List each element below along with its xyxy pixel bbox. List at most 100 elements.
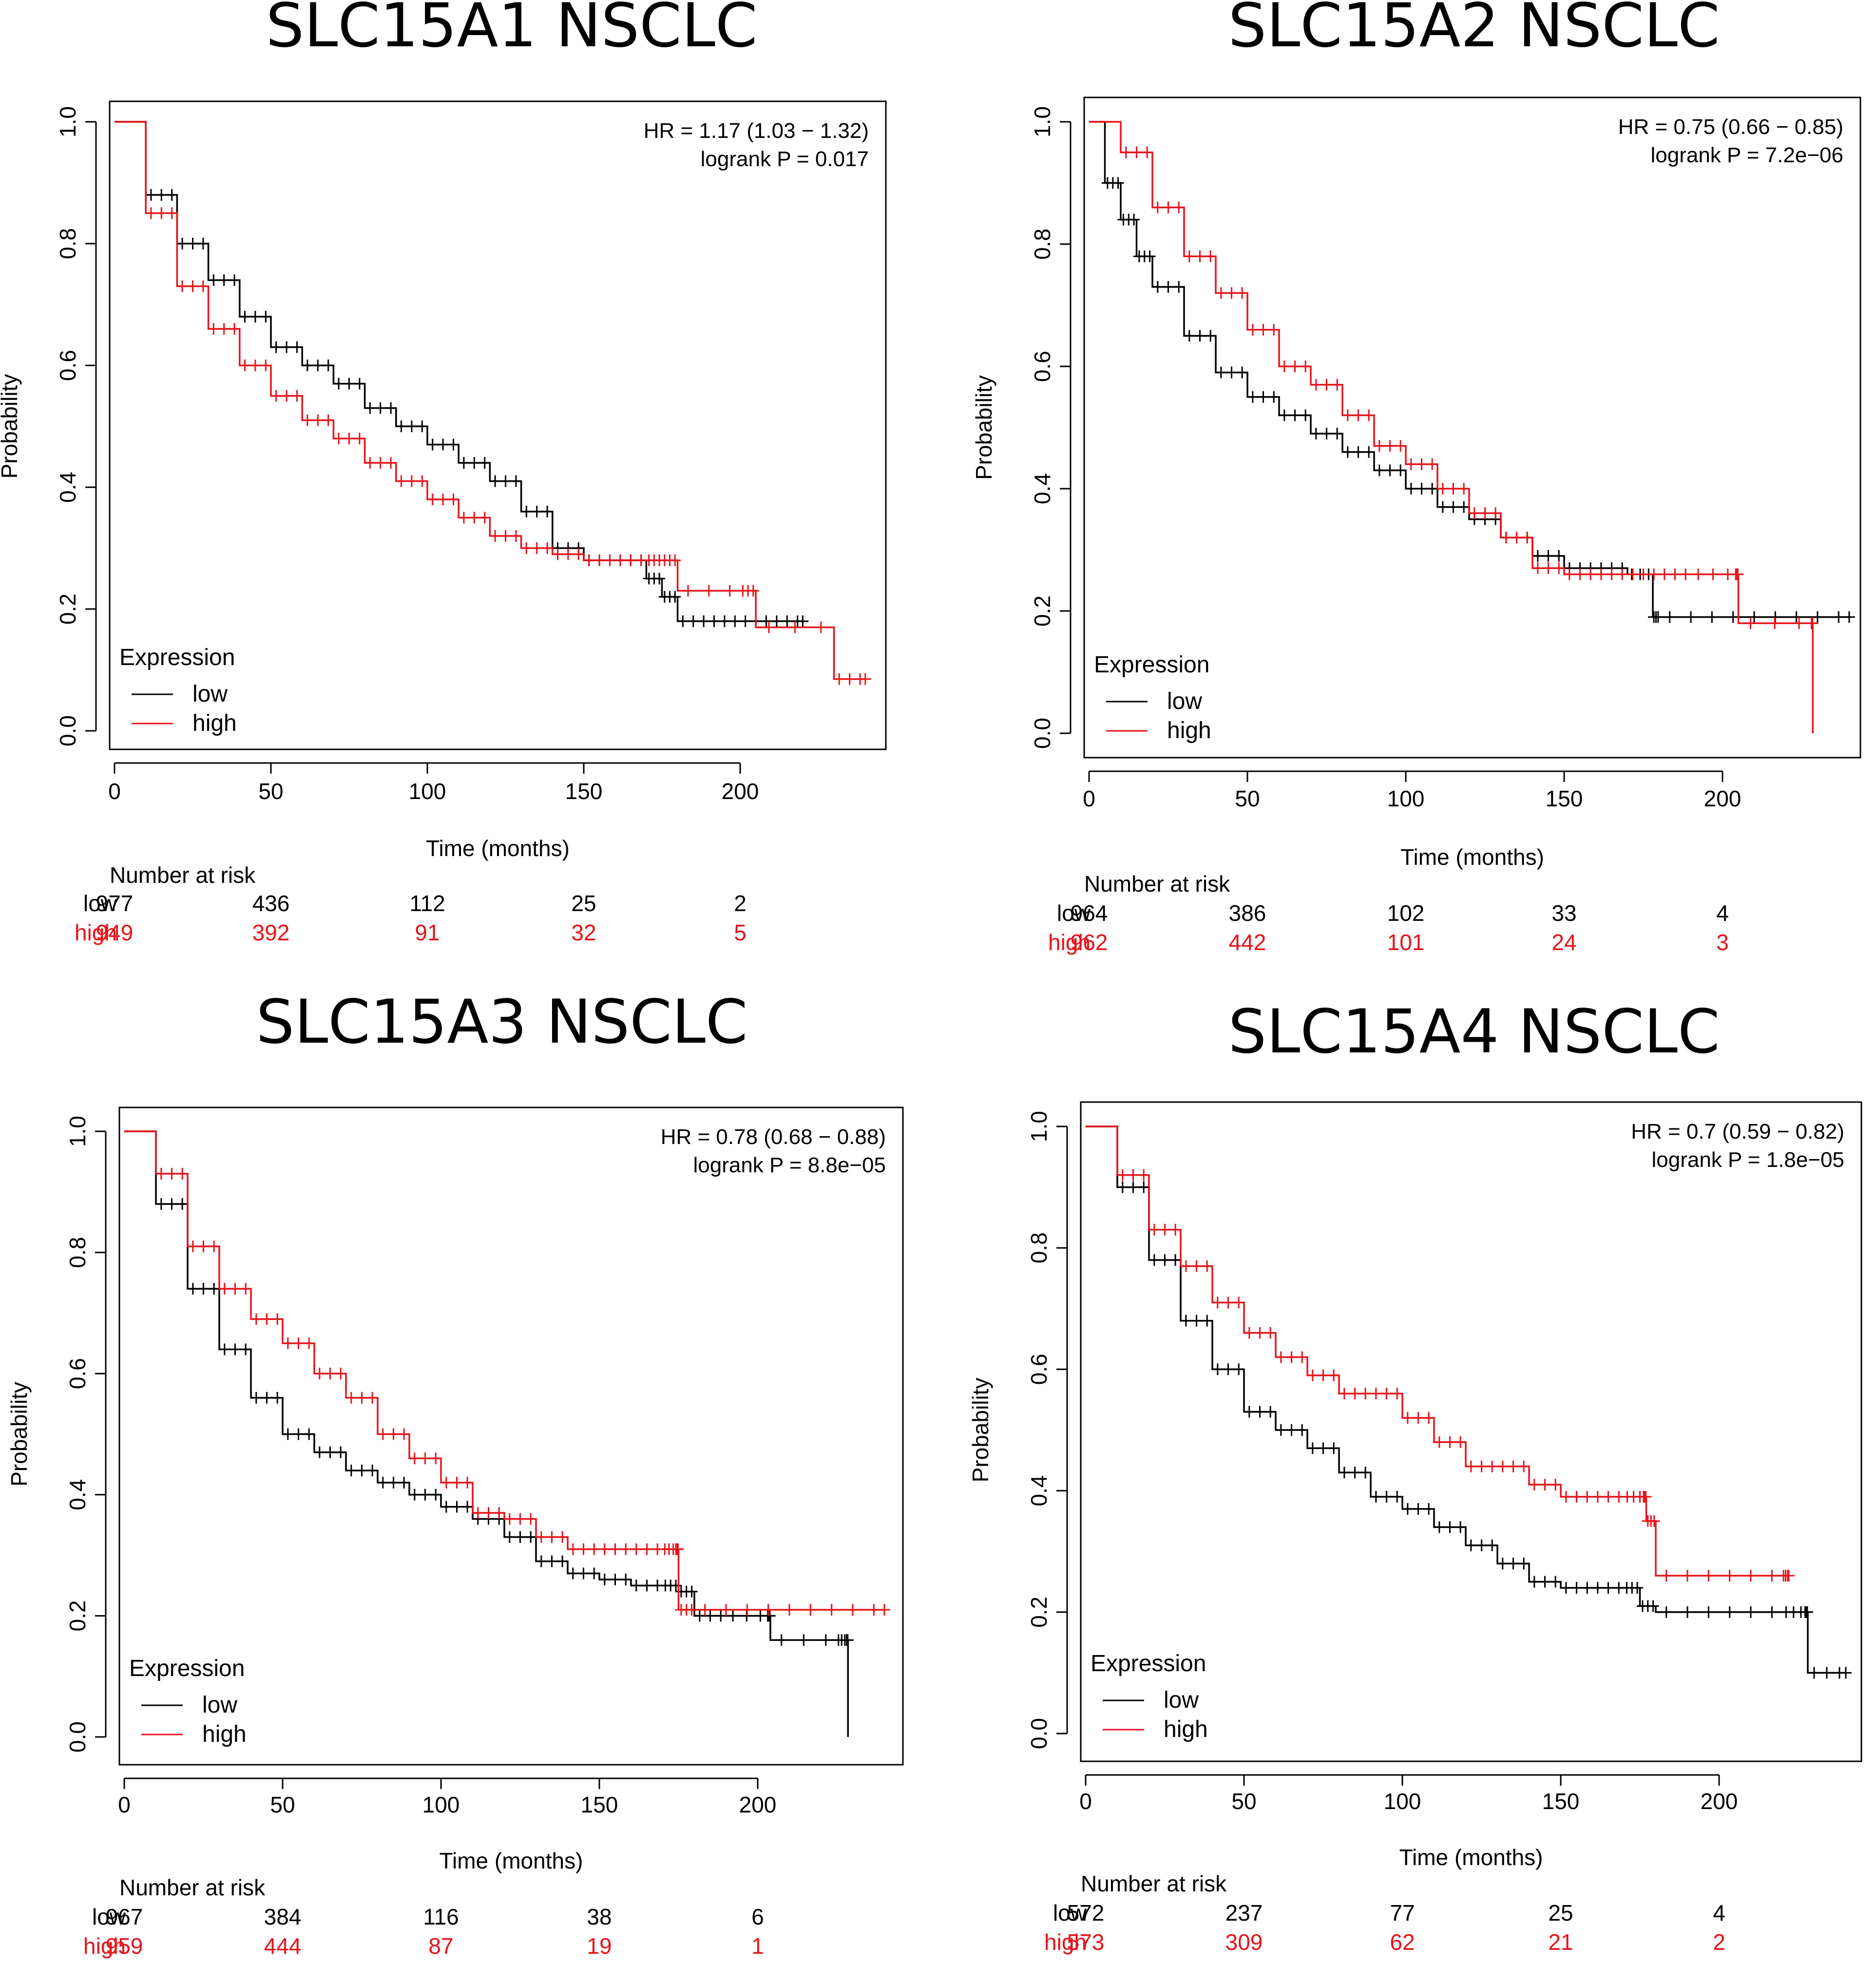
censor-mark	[1539, 1479, 1551, 1491]
censor-mark	[531, 542, 543, 554]
censor-mark	[356, 1465, 368, 1477]
censor-mark	[155, 207, 168, 219]
y-tick-label: 0.8	[65, 1237, 90, 1268]
censor-mark	[271, 1392, 284, 1404]
censor-mark	[187, 1240, 199, 1253]
risk-count: 964	[1071, 900, 1108, 926]
censor-mark	[562, 548, 574, 560]
censor-mark	[1254, 1406, 1266, 1418]
hazard-ratio-text: HR = 0.7 (0.59 − 0.82)	[1631, 1120, 1844, 1144]
censor-mark	[583, 554, 595, 566]
censor-mark	[1173, 201, 1185, 213]
censor-mark	[1401, 1503, 1414, 1515]
risk-count: 2	[734, 891, 747, 916]
censor-mark	[1321, 428, 1333, 440]
censor-mark	[1116, 1181, 1129, 1193]
censor-mark	[461, 1501, 474, 1513]
censor-mark	[239, 311, 251, 323]
censor-mark	[377, 1476, 389, 1488]
risk-count: 112	[409, 891, 445, 916]
censor-mark	[187, 1283, 199, 1295]
censor-mark	[1243, 1327, 1255, 1339]
censor-mark	[598, 1573, 611, 1585]
censor-mark	[166, 1168, 178, 1180]
censor-mark	[187, 238, 199, 249]
x-axis-label: Time (months)	[1399, 1845, 1543, 1870]
x-tick-label: 50	[270, 1792, 295, 1817]
survival-curve-high	[1086, 1125, 1789, 1577]
censor-mark	[1591, 1582, 1604, 1594]
km-panel-3: SLC15A3 NSCLC 0.0 0.2 0.4 0.6 0.8 1.0 Probabili…	[6, 987, 904, 1959]
censor-mark	[1840, 1667, 1852, 1679]
risk-count: 573	[1067, 1929, 1105, 1955]
censor-mark	[1500, 532, 1512, 544]
censor-mark	[176, 1168, 189, 1180]
legend: Expression low high	[129, 1656, 247, 1747]
censor-mark	[1317, 1442, 1329, 1454]
censor-mark	[1289, 361, 1301, 372]
hazard-ratio-text: HR = 0.78 (0.68 − 0.88)	[661, 1125, 886, 1149]
censor-mark	[218, 1283, 230, 1295]
censor-mark	[1211, 1363, 1224, 1375]
censor-mark	[1341, 409, 1354, 421]
censor-mark	[1553, 562, 1565, 574]
censor-mark	[1648, 1515, 1660, 1527]
censor-mark	[356, 1392, 368, 1404]
y-tick-label: 0.6	[1026, 1354, 1052, 1385]
censor-mark	[430, 1488, 442, 1501]
plot-frame	[1080, 1101, 1862, 1762]
censor-mark	[724, 585, 736, 597]
censor-mark	[239, 360, 251, 371]
x-tick-label: 150	[1546, 786, 1583, 811]
risk-count: 77	[1390, 1900, 1415, 1926]
censor-mark	[1806, 617, 1819, 629]
censor-marks-high	[155, 1168, 890, 1616]
censor-mark	[208, 1283, 220, 1295]
censor-mark	[1528, 1576, 1540, 1588]
censor-mark	[1766, 1570, 1778, 1582]
censor-mark	[1296, 1351, 1308, 1363]
censor-mark	[270, 390, 282, 402]
censor-mark	[479, 457, 491, 469]
censor-mark	[468, 457, 480, 469]
censor-mark	[250, 1313, 262, 1325]
censor-mark	[797, 615, 809, 627]
censor-mark	[1660, 1606, 1672, 1618]
censor-mark	[1468, 507, 1480, 519]
censor-mark	[535, 1531, 547, 1543]
censor-mark	[345, 1465, 357, 1477]
censor-mark	[1159, 1223, 1171, 1236]
censor-mark	[451, 1476, 463, 1488]
censor-mark	[1507, 1460, 1519, 1472]
x-tick-label: 100	[1384, 1789, 1421, 1814]
risk-row-label-low: low	[1053, 1900, 1087, 1926]
censor-mark	[546, 1531, 558, 1543]
censor-mark	[166, 189, 178, 201]
censor-mark	[1821, 1667, 1833, 1679]
censor-mark	[1479, 507, 1491, 519]
censor-mark	[1151, 201, 1164, 213]
censor-mark	[1328, 1442, 1340, 1454]
censor-mark	[440, 1501, 452, 1513]
censor-mark	[145, 189, 157, 201]
km-panel-4: SLC15A4 NSCLC 0.0 0.2 0.4 0.6 0.8 1.0 Probabili…	[968, 997, 1862, 1955]
censor-mark	[588, 1567, 600, 1580]
censor-mark	[271, 1313, 284, 1325]
censor-mark	[784, 1603, 795, 1616]
censor-mark	[1338, 1467, 1350, 1479]
censor-mark	[1412, 1503, 1424, 1515]
censor-mark	[1183, 250, 1195, 263]
censor-mark	[291, 341, 303, 353]
y-tick-label: 1.0	[1030, 106, 1055, 137]
censor-mark	[395, 475, 407, 487]
censor-mark	[653, 572, 666, 585]
censor-mark	[1433, 1436, 1445, 1448]
censor-mark	[1405, 458, 1417, 470]
x-tick-label: 0	[1079, 1789, 1092, 1814]
x-axis-label: Time (months)	[440, 1848, 583, 1873]
censor-mark	[1595, 568, 1607, 580]
censor-mark	[1352, 409, 1364, 421]
censor-mark	[1581, 1491, 1593, 1503]
censor-mark	[1553, 550, 1565, 562]
